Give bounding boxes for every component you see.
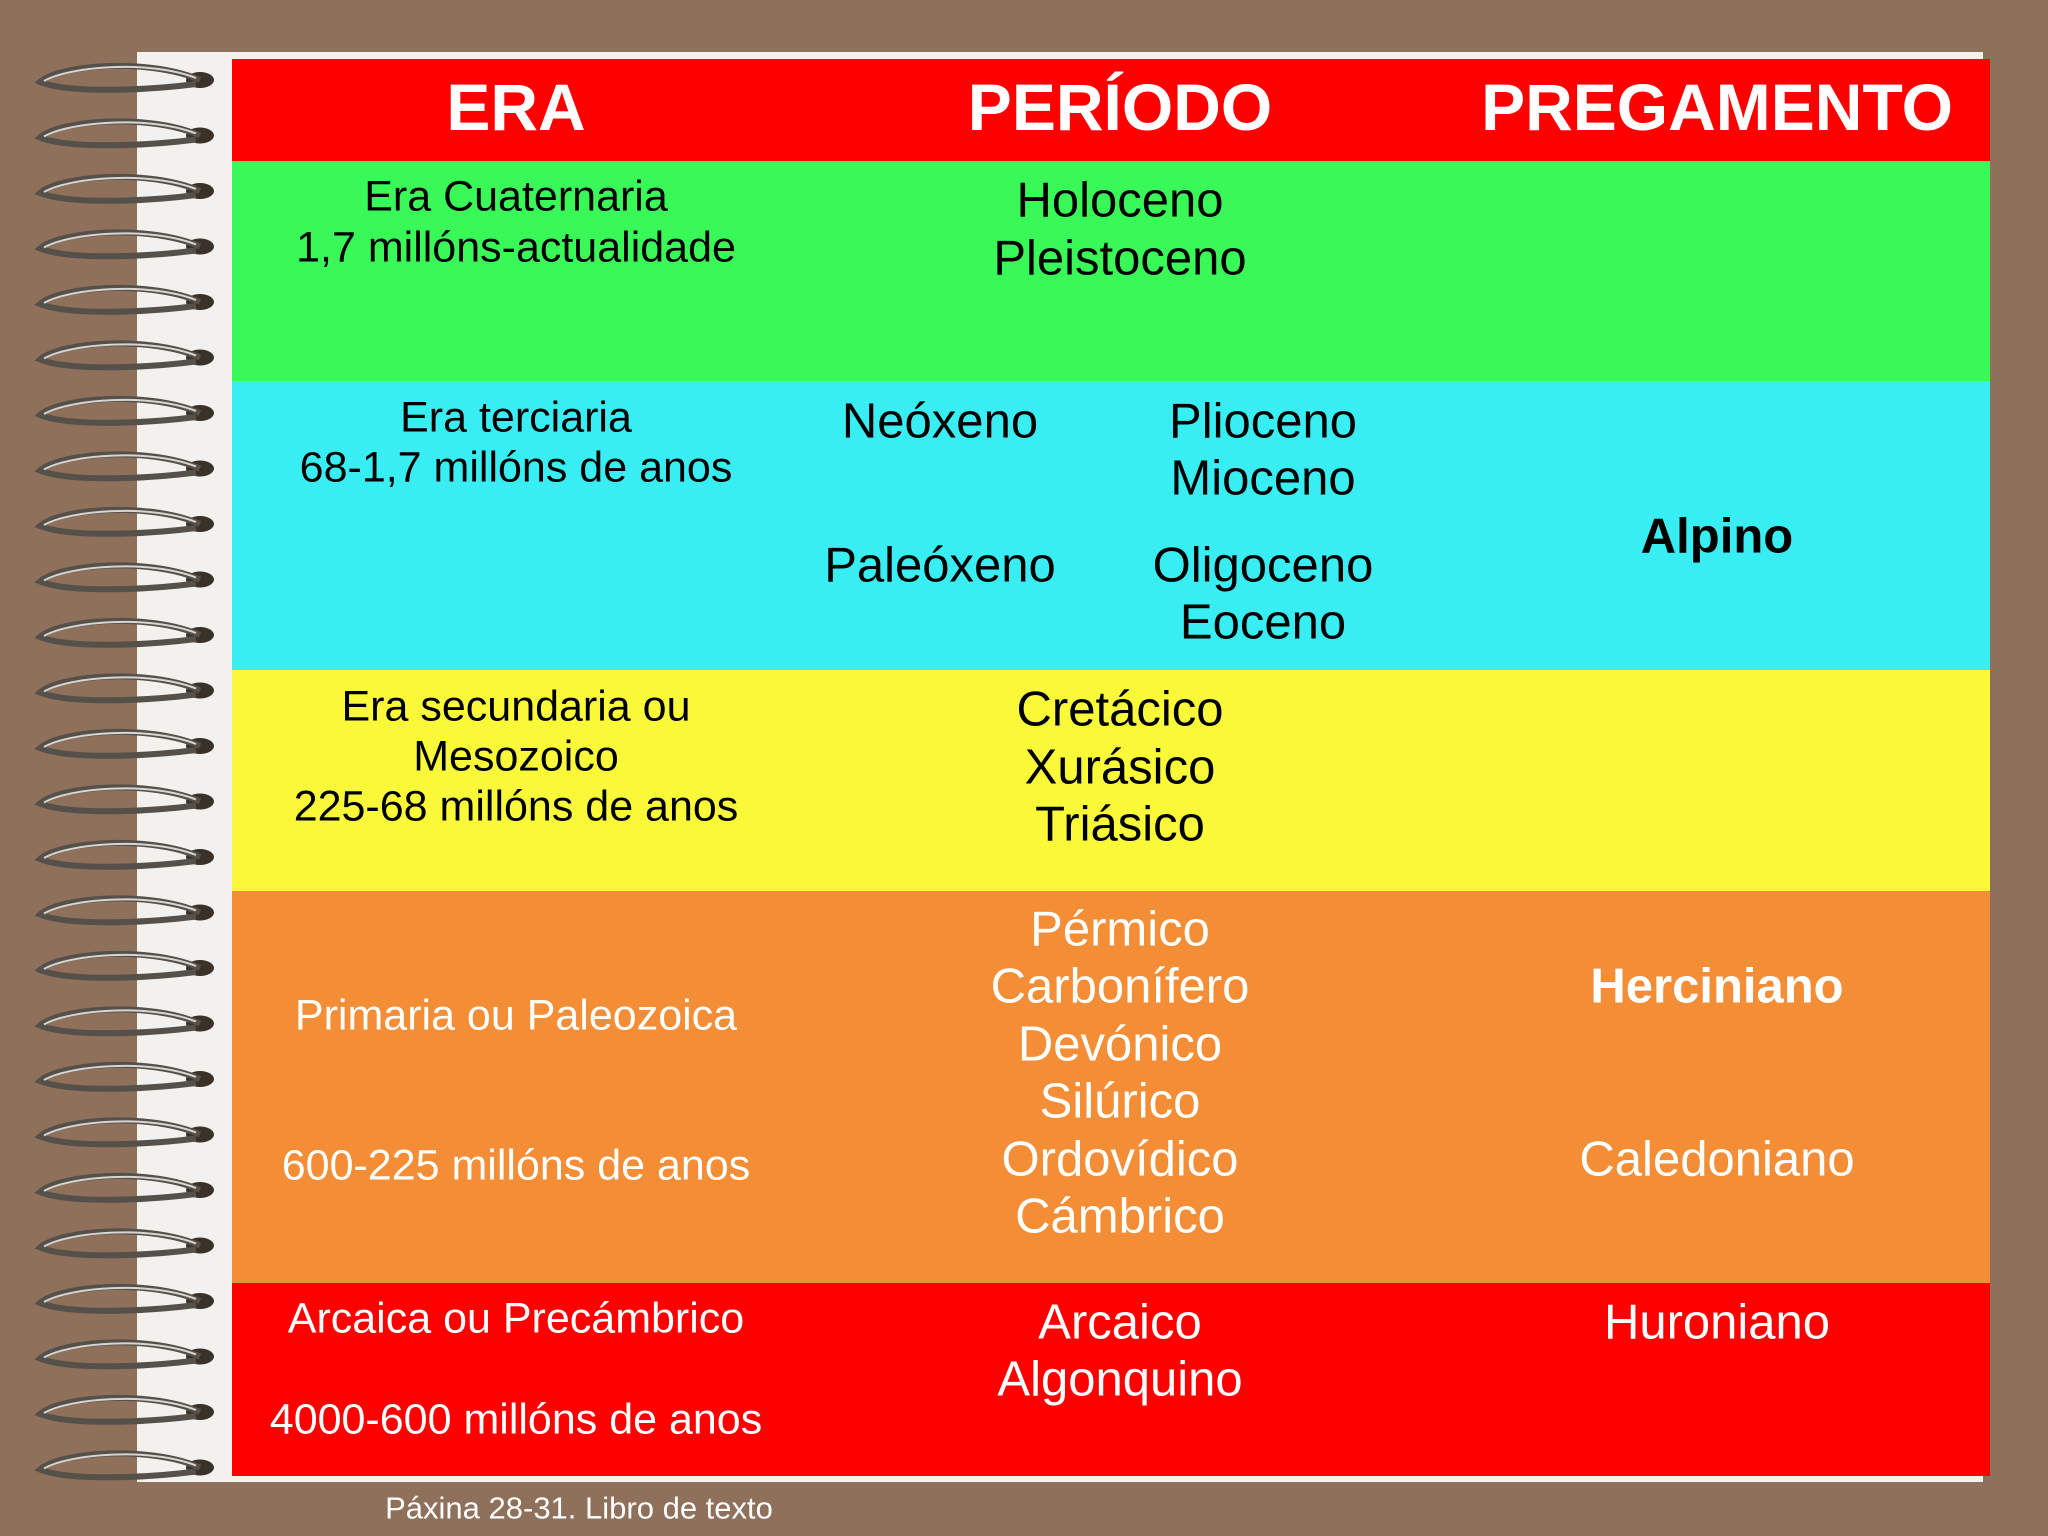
binding-ring <box>34 1339 202 1370</box>
era-text: 600-225 millóns de anos <box>281 1141 751 1190</box>
orogeny-text: Caledoniano <box>1579 1132 1855 1187</box>
binding-ring <box>34 1394 202 1425</box>
period-text: Pérmico <box>1030 902 1210 957</box>
binding-ring <box>34 1283 202 1314</box>
period-text: Algonquino <box>997 1352 1243 1407</box>
binding-ring-highlight <box>43 676 197 693</box>
binding-ring <box>34 1006 202 1037</box>
binding-ring-highlight <box>43 731 197 748</box>
binding-ring-highlight <box>43 454 197 471</box>
row-band <box>232 161 1990 381</box>
binding-ring-highlight <box>43 398 197 415</box>
binding-ring <box>34 1450 202 1481</box>
binding-ring-highlight <box>43 953 197 970</box>
era-text: 4000-600 millóns de anos <box>269 1395 763 1444</box>
binding-ring <box>34 617 202 648</box>
header-band <box>232 59 1990 161</box>
binding-ring <box>34 284 202 315</box>
orogeny-text: Huroniano <box>1603 1295 1831 1350</box>
binding-ring-highlight <box>43 898 197 915</box>
epoch-text: Mioceno <box>1170 451 1356 506</box>
binding-ring <box>34 950 202 981</box>
binding-ring-highlight <box>43 1397 197 1414</box>
era-text: 68-1,7 millóns de anos <box>299 443 733 492</box>
binding-ring-highlight <box>43 787 197 804</box>
period-text: Holoceno <box>1016 173 1224 228</box>
binding-ring-highlight <box>43 1120 197 1137</box>
binding-ring-highlight <box>43 1231 197 1248</box>
binding-ring <box>34 1117 202 1148</box>
binding-ring-highlight <box>43 1453 197 1470</box>
binding-ring <box>34 229 202 260</box>
epoch-text: Plioceno <box>1169 394 1357 449</box>
binding-ring <box>34 784 202 815</box>
subperiod-text: Neóxeno <box>841 394 1039 449</box>
era-text: Era Cuaternaria <box>364 172 668 221</box>
binding-ring <box>34 395 202 426</box>
binding-ring-highlight <box>43 1175 197 1192</box>
period-text: Silúrico <box>1039 1074 1201 1129</box>
binding-ring-highlight <box>43 842 197 859</box>
binding-ring <box>34 1228 202 1259</box>
period-text: Cámbrico <box>1015 1189 1225 1244</box>
period-text: Triásico <box>1035 797 1205 852</box>
binding-ring <box>34 506 202 537</box>
row-band <box>232 891 1990 1283</box>
binding-ring <box>34 562 202 593</box>
binding-ring-highlight <box>43 1342 197 1359</box>
binding-ring-highlight <box>43 65 197 82</box>
binding-ring <box>34 728 202 759</box>
binding-ring <box>34 173 202 204</box>
binding-ring <box>34 673 202 704</box>
row-band <box>232 670 1990 891</box>
era-text: Era terciaria <box>400 393 632 442</box>
epoch-text: Eoceno <box>1179 595 1347 650</box>
binding-ring <box>34 62 202 93</box>
era-text: Primaria ou Paleozoica <box>294 991 738 1040</box>
binding-ring <box>34 895 202 926</box>
period-text: Pleistoceno <box>993 231 1247 286</box>
binding-ring-highlight <box>43 1009 197 1026</box>
binding-ring <box>34 1172 202 1203</box>
spiral-binding <box>34 62 214 1481</box>
column-header: ERA <box>446 70 586 144</box>
binding-ring-highlight <box>43 620 197 637</box>
era-text: 225-68 millóns de anos <box>293 782 739 831</box>
era-text: Mesozoico <box>413 732 619 781</box>
binding-ring-highlight <box>43 1286 197 1303</box>
epoch-text: Oligoceno <box>1152 538 1374 593</box>
orogeny-text: Herciniano <box>1590 959 1844 1014</box>
period-text: Xurásico <box>1024 740 1216 795</box>
binding-ring <box>34 451 202 482</box>
row-band <box>232 1283 1990 1476</box>
period-text: Arcaico <box>1038 1295 1202 1350</box>
period-text: Ordovídico <box>1001 1132 1239 1187</box>
binding-ring <box>34 839 202 870</box>
binding-ring-highlight <box>43 1064 197 1081</box>
column-header: PREGAMENTO <box>1481 70 1953 144</box>
era-text: Arcaica ou Precámbrico <box>287 1294 745 1343</box>
period-text: Cretácico <box>1016 682 1224 737</box>
column-header: PERÍODO <box>967 70 1273 144</box>
binding-ring-highlight <box>43 565 197 582</box>
binding-ring <box>34 1061 202 1092</box>
binding-ring-highlight <box>43 343 197 360</box>
binding-ring-highlight <box>43 176 197 193</box>
era-text: 1,7 millóns-actualidade <box>296 223 736 272</box>
era-text: Era secundaria ou <box>341 682 691 731</box>
footer-note: Páxina 28-31. Libro de texto <box>385 1490 773 1526</box>
binding-ring-highlight <box>43 287 197 304</box>
binding-ring <box>34 340 202 371</box>
period-text: Devónico <box>1017 1017 1223 1072</box>
subperiod-text: Paleóxeno <box>824 538 1056 593</box>
binding-ring-highlight <box>43 121 197 138</box>
period-text: Carbonífero <box>990 959 1250 1014</box>
orogeny-text: Alpino <box>1640 509 1794 564</box>
row-band <box>232 381 1990 670</box>
binding-ring <box>34 118 202 149</box>
binding-ring-highlight <box>43 232 197 249</box>
binding-ring-highlight <box>43 509 197 526</box>
